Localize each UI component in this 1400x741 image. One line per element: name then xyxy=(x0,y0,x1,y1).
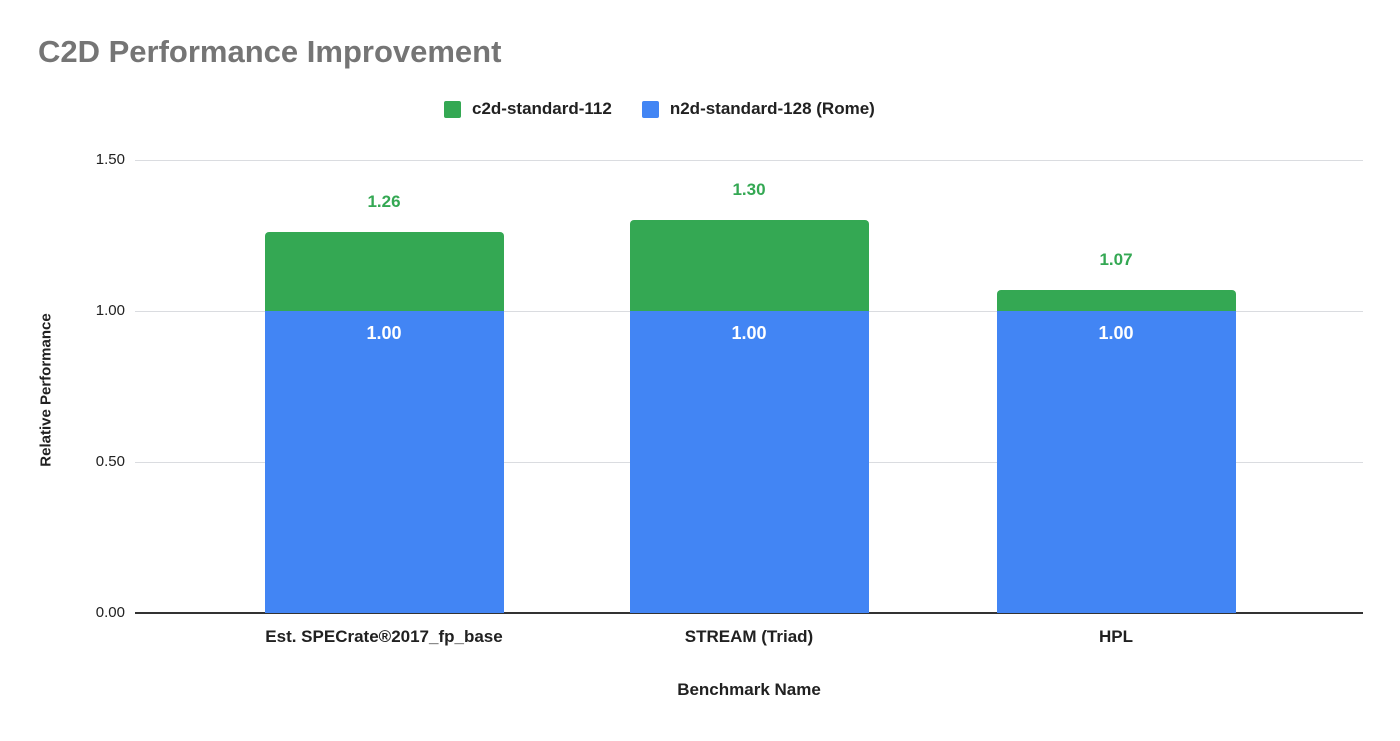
bar-value-label-c2d-standard-112: 1.26 xyxy=(367,192,401,212)
legend: c2d-standard-112 n2d-standard-128 (Rome) xyxy=(444,99,875,119)
legend-label: c2d-standard-112 xyxy=(472,99,612,118)
x-category-label-stream-triad: STREAM (Triad) xyxy=(684,627,814,646)
chart-title: C2D Performance Improvement xyxy=(38,34,502,69)
y-tick-label: 0.50 xyxy=(95,453,125,470)
bar-value-label-n2d-standard-128-rome: 1.00 xyxy=(1098,323,1134,343)
x-axis-line xyxy=(135,612,1363,614)
bar-value-label-n2d-standard-128-rome: 1.00 xyxy=(731,323,767,343)
legend-item-n2d-standard-128-rome: n2d-standard-128 (Rome) xyxy=(641,99,875,119)
bar-value-label-c2d-standard-112: 1.30 xyxy=(732,180,766,200)
y-tick-label: 0.00 xyxy=(95,604,125,621)
bar-value-label-c2d-standard-112: 1.07 xyxy=(1099,249,1133,269)
y-axis-title: Relative Performance xyxy=(37,313,55,467)
y-tick-label: 1.50 xyxy=(95,151,125,168)
x-category-label-hpl: HPL xyxy=(1099,627,1133,646)
x-axis-title: Benchmark Name xyxy=(677,680,821,699)
bar-value-label-n2d-standard-128-rome: 1.00 xyxy=(366,323,402,343)
bar-n2d-standard-128-rome-hpl xyxy=(996,311,1236,613)
y-tick-label: 1.00 xyxy=(95,302,125,319)
legend-color-swatch xyxy=(641,100,659,118)
legend-color-swatch xyxy=(444,100,461,118)
legend-item-c2d-standard-112: c2d-standard-112 xyxy=(444,99,612,119)
bar-n2d-standard-128-rome-est-specrate-2017-fp-base xyxy=(264,311,504,613)
gridline-1.50 xyxy=(135,160,1363,161)
legend-label: n2d-standard-128 (Rome) xyxy=(669,99,875,118)
bar-n2d-standard-128-rome-stream-triad xyxy=(629,311,869,613)
x-category-label-est-specrate-2017-fp-base: Est. SPECrate®2017_fp_base xyxy=(265,627,503,646)
